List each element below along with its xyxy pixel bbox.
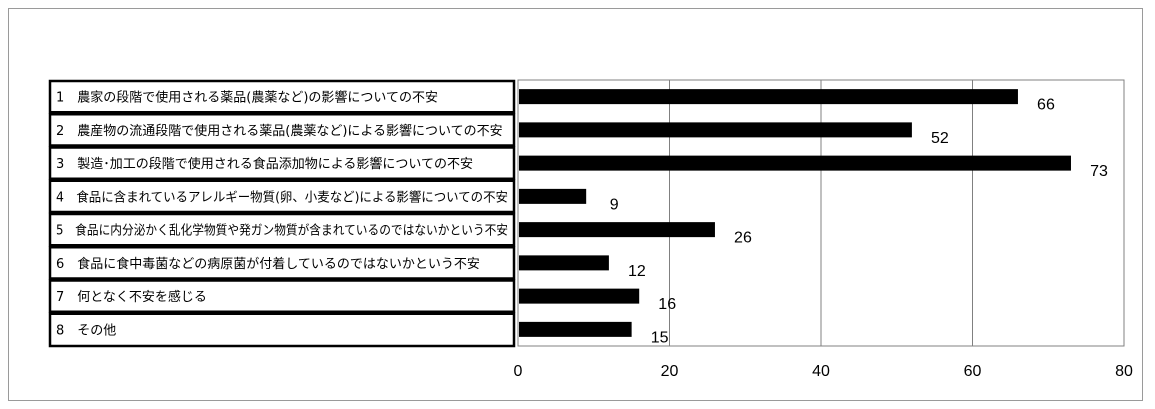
data-label: 52 — [931, 130, 949, 147]
bar — [519, 188, 587, 204]
x-tick-label: 0 — [514, 363, 523, 380]
data-label: 16 — [658, 296, 676, 313]
category-label-box — [48, 113, 516, 147]
category-label-box — [48, 179, 516, 214]
category-label: 2 農産物の流通段階で使用される薬品(農薬など)による影響についての不安 — [56, 123, 503, 139]
category-label-box — [48, 146, 516, 180]
x-tick-label: 80 — [1115, 363, 1133, 380]
bar — [519, 222, 715, 238]
category-label: 4 食品に含まれているアレルギー物質(卵、小麦など)による影響についての不安 — [56, 189, 508, 205]
category-label: 1 農家の段階で使用される薬品(農薬など)の影響についての不安 — [56, 90, 438, 106]
bar — [519, 321, 632, 337]
category-label-box — [48, 246, 516, 280]
category-labels: 1 農家の段階で使用される薬品(農薬など)の影響についての不安 2 農産物の流通段… — [48, 79, 516, 348]
data-label: 9 — [610, 196, 619, 213]
x-tick-label: 20 — [661, 363, 679, 380]
category-label: 3 製造･加工の段階で使用される食品添加物による影響についての不安 — [56, 156, 473, 172]
bars — [519, 89, 1071, 337]
bar — [519, 155, 1071, 171]
data-label: 66 — [1037, 97, 1055, 114]
bar — [519, 255, 609, 271]
bar — [519, 288, 640, 304]
category-label: 5 食品に内分泌かく乱化学物質や発ガン物質が含まれているのではないかという不安 — [56, 223, 508, 239]
category-label-box — [48, 312, 516, 348]
category-label-box — [48, 79, 516, 114]
data-label: 26 — [734, 230, 752, 247]
data-label: 12 — [628, 263, 646, 280]
data-label: 15 — [651, 329, 669, 346]
x-tick-label: 40 — [812, 363, 830, 380]
category-label: 7 何となく不安を感じる — [56, 289, 207, 305]
bar — [519, 89, 1018, 105]
data-label: 73 — [1090, 163, 1108, 180]
category-label-box — [48, 212, 516, 247]
data-labels: 66 52 73 9 26 12 16 15 — [610, 97, 1108, 347]
category-label-box — [48, 279, 516, 313]
x-tick-label: 60 — [964, 363, 982, 380]
category-label: 8 その他 — [56, 323, 116, 338]
x-axis-tick-labels: 0 20 40 60 80 — [514, 363, 1133, 380]
bar — [519, 122, 912, 138]
category-label: 6 食品に食中毒菌などの病原菌が付着しているのではないかという不安 — [56, 256, 480, 272]
